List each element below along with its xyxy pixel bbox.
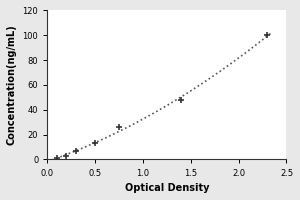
Y-axis label: Concentration(ng/mL): Concentration(ng/mL): [7, 25, 17, 145]
X-axis label: Optical Density: Optical Density: [124, 183, 209, 193]
